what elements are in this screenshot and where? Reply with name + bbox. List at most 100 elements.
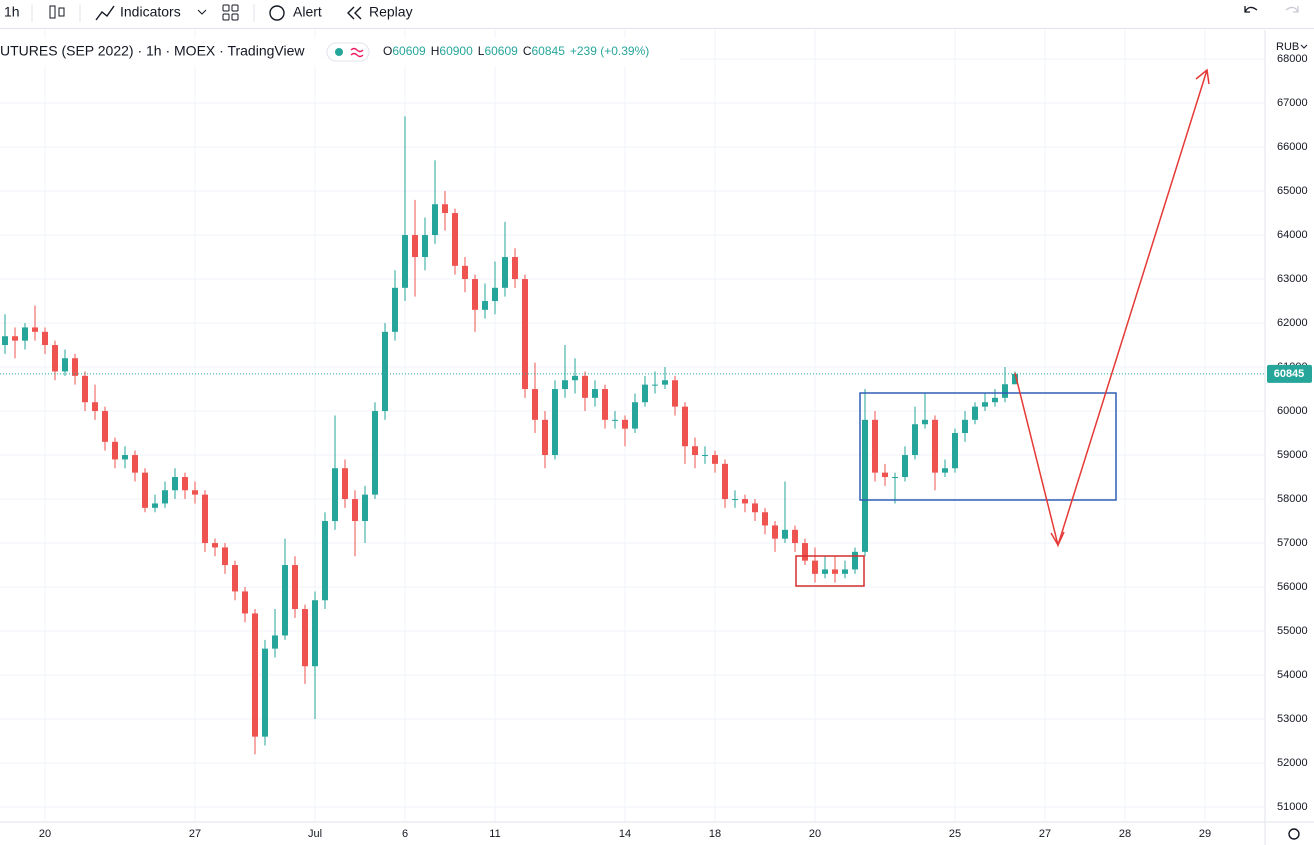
ohlc-legend: O60609 H60900 L60609 C60845 +239 (+0.39%): [383, 44, 649, 58]
candle-body: [302, 609, 308, 667]
change-value: +239 (+0.39%): [570, 44, 649, 58]
candle-body: [292, 565, 298, 610]
candle-body: [682, 406, 688, 447]
drawing-rectangle[interactable]: [859, 392, 1117, 501]
undo-button[interactable]: [1244, 6, 1258, 13]
candle-body: [52, 345, 58, 372]
candle-body: [92, 402, 98, 412]
candle-body: [442, 204, 448, 214]
candle-body: [902, 455, 908, 478]
ohlc-key: H: [431, 44, 440, 58]
y-tick-label: 57000: [1277, 537, 1308, 549]
candle-body: [282, 565, 288, 636]
x-tick-label: Jul: [308, 828, 322, 840]
candle-body: [912, 424, 918, 456]
y-tick-label: 60000: [1277, 405, 1308, 417]
candle-body: [482, 301, 488, 310]
ohlc-value: 60900: [439, 44, 473, 58]
candle-body: [812, 560, 818, 574]
candle-body: [82, 375, 88, 403]
candle-body: [272, 635, 278, 649]
candle-body: [992, 397, 998, 403]
y-tick-label: 64000: [1277, 229, 1308, 241]
candle-body: [632, 402, 638, 429]
y-tick-label: 54000: [1277, 669, 1308, 681]
candle-body: [42, 331, 48, 346]
y-tick-label: 68000: [1277, 53, 1308, 65]
symbol-title: UTURES (SEP 2022) · 1h · MOEX · TradingV…: [0, 43, 305, 59]
candle-body: [972, 406, 978, 420]
interval-button[interactable]: 1h: [4, 4, 20, 20]
y-tick-label: 66000: [1277, 141, 1308, 153]
ohlc-key: O: [383, 44, 392, 58]
candle-body: [262, 648, 268, 737]
candle-body: [742, 499, 748, 504]
dropdown-icon[interactable]: [197, 9, 207, 15]
candle-body: [62, 358, 68, 372]
candle-body: [352, 499, 358, 522]
candle-body: [472, 279, 478, 310]
y-tick-label: 56000: [1277, 581, 1308, 593]
x-tick-label: 25: [949, 828, 961, 840]
settings-icon[interactable]: [1288, 828, 1300, 840]
candle-body: [122, 455, 128, 460]
candle-body: [842, 569, 848, 574]
candle-body: [322, 521, 328, 601]
candle-body: [662, 380, 668, 385]
candle-body: [542, 419, 548, 456]
candle-body: [722, 463, 728, 500]
chart-type-button[interactable]: [49, 5, 65, 19]
candle-body: [762, 512, 768, 526]
candle-body: [332, 468, 338, 522]
candle-body: [962, 419, 968, 434]
x-tick-label: 27: [189, 828, 201, 840]
candle-body: [402, 235, 408, 288]
candle-body: [142, 472, 148, 508]
redo-button[interactable]: [1285, 6, 1299, 13]
candle-body: [612, 419, 618, 421]
status-dot: [335, 48, 343, 56]
replay-button[interactable]: Replay: [369, 4, 413, 20]
x-tick-label: 6: [402, 828, 408, 840]
last-price-label: 60845: [1274, 368, 1305, 380]
x-tick-label: 14: [619, 828, 631, 840]
candle-body: [112, 441, 118, 460]
currency-label[interactable]: RUB: [1276, 41, 1299, 53]
status-pill[interactable]: [326, 42, 370, 62]
candle-body: [192, 490, 198, 495]
candle-body: [552, 389, 558, 456]
candle-body: [862, 419, 868, 552]
candle-body: [462, 265, 468, 280]
layout-button[interactable]: [222, 4, 239, 21]
candle-body: [892, 477, 898, 479]
y-tick-label: 58000: [1277, 493, 1308, 505]
candle-body: [932, 419, 938, 473]
candle-body: [772, 525, 778, 539]
y-tick-label: 52000: [1277, 757, 1308, 769]
candle-body: [1012, 373, 1018, 385]
x-tick-label: 18: [709, 828, 721, 840]
indicators-button[interactable]: Indicators: [120, 4, 181, 20]
candle-body: [312, 600, 318, 667]
candle-body: [382, 331, 388, 412]
alert-icon: [269, 5, 285, 21]
ohlc-key: C: [523, 44, 532, 58]
y-tick-label: 63000: [1277, 273, 1308, 285]
candle-body: [592, 389, 598, 398]
candle-body: [832, 569, 838, 574]
candle-body: [652, 384, 658, 386]
status-icon: [350, 47, 364, 58]
candle-body: [582, 375, 588, 398]
candle-body: [162, 490, 168, 504]
candle-body: [512, 257, 518, 280]
alert-button[interactable]: Alert: [293, 4, 322, 20]
candle-body: [362, 494, 368, 522]
candle-body: [622, 419, 628, 429]
ohlc-value: 60609: [392, 44, 426, 58]
candle-body: [872, 419, 878, 473]
candle-body: [952, 433, 958, 469]
candle-body: [172, 477, 178, 491]
drawing-rectangle[interactable]: [795, 555, 865, 587]
candle-body: [342, 468, 348, 500]
candle-body: [492, 287, 498, 302]
